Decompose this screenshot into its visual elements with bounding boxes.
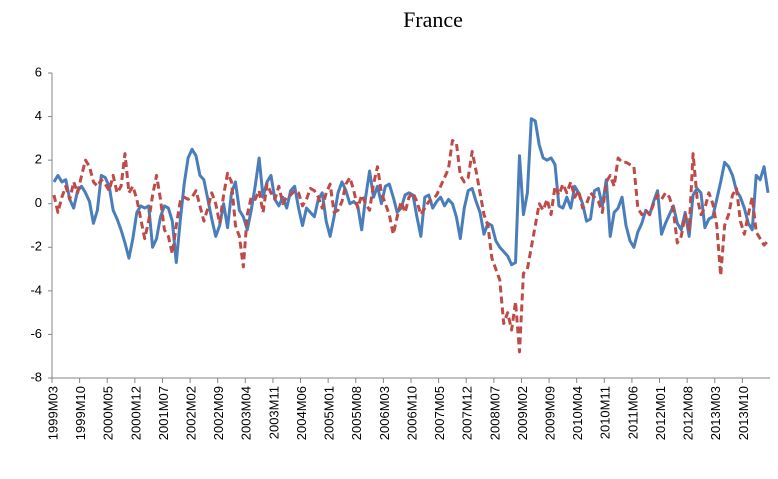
series-line	[52, 117, 770, 267]
y-tick-label: 2	[35, 152, 42, 167]
x-tick-label: 2012M08	[681, 386, 696, 440]
x-tick-label: 2005M01	[322, 386, 337, 440]
chart-title: France	[403, 7, 463, 32]
x-tick-label: 2010M11	[598, 386, 613, 439]
x-tick-label: 2003M11	[266, 386, 281, 439]
x-tick-label: 2004M06	[294, 386, 309, 440]
x-tick-label: 2002M09	[211, 386, 226, 440]
x-tick-label: 2009M02	[515, 386, 530, 440]
y-tick-label: -2	[30, 239, 42, 254]
x-tick-label: 2002M02	[183, 386, 198, 440]
y-tick-label: -6	[30, 326, 42, 341]
x-tick-label: 2009M09	[542, 386, 557, 440]
y-tick-label: 6	[35, 64, 42, 79]
x-tick-label: 2001M07	[156, 386, 171, 440]
x-tick-label: 2013M10	[736, 386, 751, 440]
y-tick-label: -4	[30, 282, 42, 297]
x-tick-label: 2006M10	[404, 386, 419, 440]
series-line	[52, 139, 770, 354]
x-tick-label: 2003M04	[239, 386, 254, 440]
x-tick-label: 2010M04	[570, 386, 585, 440]
x-tick-label: 2000M05	[101, 386, 116, 440]
x-tick-label: 2008M07	[487, 386, 502, 440]
x-tick-label: 2007M05	[432, 386, 447, 440]
x-tick-label: 2007M12	[460, 386, 475, 440]
x-tick-label: 2006M03	[377, 386, 392, 440]
x-tick-label: 1999M03	[45, 386, 60, 440]
x-tick-label: 2005M08	[349, 386, 364, 440]
y-tick-label: 4	[35, 108, 42, 123]
y-tick-label: -8	[30, 369, 42, 384]
y-tick-label: 0	[35, 195, 42, 210]
x-tick-label: 2011M06	[625, 386, 640, 439]
x-tick-label: 1999M10	[73, 386, 88, 440]
x-tick-label: 2012M01	[653, 386, 668, 440]
x-tick-label: 2000M12	[128, 386, 143, 440]
x-tick-label: 2013M03	[708, 386, 723, 440]
